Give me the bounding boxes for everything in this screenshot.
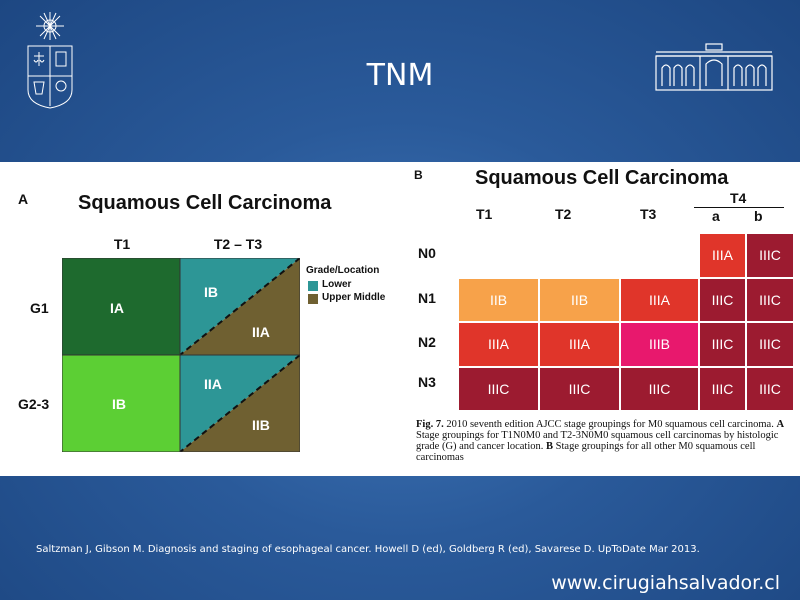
panel-a-title: Squamous Cell Carcinoma <box>78 192 332 214</box>
stage-cell: IIB <box>539 277 620 322</box>
panel-b-grid: IIIA IIIC IIB IIB IIIA IIIC IIIC IIIA IIIA IIIB II… <box>458 233 794 411</box>
staging-figure: A Squamous Cell Carcinoma T1 T2 – T3 G1 … <box>0 162 800 476</box>
stage-g23-t1: IB <box>112 396 126 412</box>
caption-b-label: B <box>546 441 554 452</box>
row-header-n2: N2 <box>418 334 436 350</box>
panel-a-label: A <box>18 191 29 207</box>
caption-fig-label: Fig. 7. <box>416 419 444 430</box>
row-header-n1: N1 <box>418 290 436 306</box>
figure-caption: Fig. 7. 2010 seventh edition AJCC stage … <box>416 419 788 463</box>
citation: Saltzman J, Gibson M. Diagnosis and stag… <box>36 544 700 555</box>
col-header-t4: T4 <box>730 190 747 206</box>
caption-a-label: A <box>776 419 785 430</box>
stage-cell: IIIC <box>699 366 746 411</box>
stage-cell: IIIC <box>620 366 699 411</box>
stage-cell <box>539 233 620 278</box>
stage-g23-t23-upper: IIA <box>204 376 222 392</box>
stage-cell: IIIC <box>746 366 794 411</box>
legend-label-upper-middle: Upper Middle <box>322 292 386 303</box>
t4-divider <box>694 207 784 208</box>
col-header-t1: T1 <box>476 206 493 222</box>
stage-cell: IIIC <box>746 233 794 278</box>
panel-b-title: Squamous Cell Carcinoma <box>475 167 729 189</box>
stage-cell: IIIC <box>699 322 746 367</box>
stage-g1-t23-lower: IIA <box>252 324 270 340</box>
cell-g23-t1 <box>62 355 180 452</box>
stage-cell: IIIC <box>746 277 794 322</box>
stage-cell: IIIA <box>458 322 539 367</box>
stage-cell: IIB <box>458 277 539 322</box>
stage-g1-t23-upper: IB <box>204 284 218 300</box>
building-logo <box>652 42 776 92</box>
stage-cell: IIIC <box>458 366 539 411</box>
row-header-n0: N0 <box>418 245 436 261</box>
legend-label-lower: Lower <box>322 279 352 290</box>
row-header-g1: G1 <box>30 300 49 316</box>
panel-b-label: B <box>414 168 423 182</box>
panel-a-grid <box>62 258 300 452</box>
caption-text-1: 2010 seventh edition AJCC stage grouping… <box>443 419 777 430</box>
website-url[interactable]: www.cirugiahsalvador.cl <box>551 572 780 594</box>
legend-swatch-lower <box>308 281 318 291</box>
col-header-t2-t3: T2 – T3 <box>213 236 263 252</box>
stage-cell <box>620 233 699 278</box>
stage-cell: IIIA <box>699 233 746 278</box>
stage-cell: IIIC <box>746 322 794 367</box>
col-header-t1: T1 <box>113 236 131 252</box>
stage-cell <box>458 233 539 278</box>
cell-g1-t1 <box>62 258 180 355</box>
col-header-t2: T2 <box>555 206 572 222</box>
stage-cell: IIIA <box>620 277 699 322</box>
stage-cell: IIIB <box>620 322 699 367</box>
stage-g23-t23-lower: IIB <box>252 417 270 433</box>
slide-title: TNM <box>366 58 434 93</box>
stage-cell: IIIA <box>539 322 620 367</box>
caption-text-3: Stage groupings for all other M0 squamou… <box>416 441 756 463</box>
col-header-t4a: a <box>712 208 720 224</box>
col-header-t3: T3 <box>640 206 657 222</box>
stage-g1-t1: IA <box>110 300 124 316</box>
stage-cell: IIIC <box>699 277 746 322</box>
caption-text-2: Stage groupings for T1N0M0 and T2-3N0M0 … <box>416 430 779 452</box>
col-header-t4b: b <box>754 208 763 224</box>
legend-title: Grade/Location <box>306 265 380 276</box>
legend-swatch-upper-middle <box>308 294 318 304</box>
stage-cell: IIIC <box>539 366 620 411</box>
row-header-g2-3: G2-3 <box>18 396 50 412</box>
row-header-n3: N3 <box>418 374 436 390</box>
university-crest-logo <box>22 10 78 110</box>
